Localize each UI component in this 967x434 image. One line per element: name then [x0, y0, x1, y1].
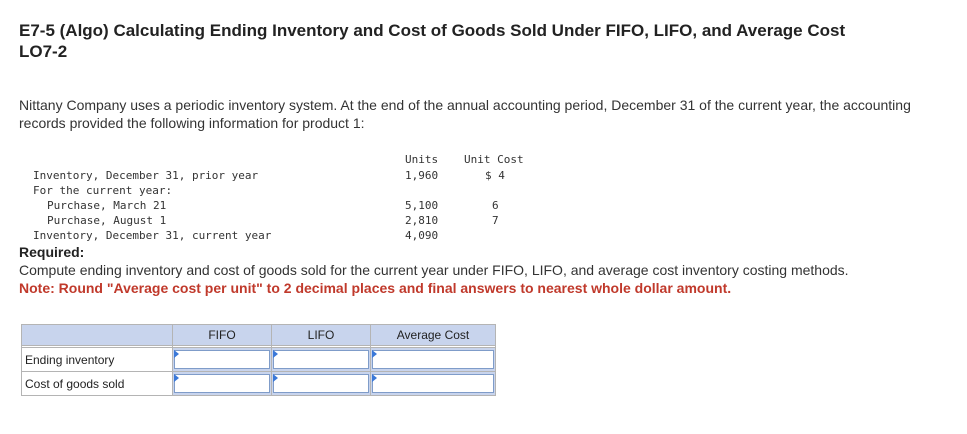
column-header-lifo: LIFO [271, 324, 371, 346]
input-marker-icon [174, 374, 179, 382]
data-row-units: 1,960 [405, 169, 439, 182]
header-blank [21, 324, 173, 346]
cell-cogs-average [370, 371, 496, 396]
cell-cogs-fifo [172, 371, 272, 396]
required-label: Required: [19, 244, 85, 260]
input-marker-icon [372, 374, 377, 382]
input-marker-icon [273, 350, 278, 358]
data-row-units: 2,810 [405, 214, 439, 227]
cell-cogs-lifo [271, 371, 371, 396]
ending-inventory-lifo-input[interactable] [273, 350, 369, 369]
spacer-cell [370, 345, 496, 348]
data-row-units: 4,090 [405, 229, 439, 242]
cogs-fifo-input[interactable] [174, 374, 270, 393]
data-row-label: Inventory, December 31, current year [33, 229, 272, 242]
ending-inventory-fifo-input[interactable] [174, 350, 270, 369]
problem-title-line2: LO7-2 [19, 42, 68, 61]
cogs-average-input[interactable] [372, 374, 494, 393]
cell-ending-inventory-fifo [172, 347, 272, 372]
problem-intro: Nittany Company uses a periodic inventor… [19, 97, 911, 131]
cell-ending-inventory-average [370, 347, 496, 372]
input-marker-icon [174, 350, 179, 358]
data-row-label: Inventory, December 31, prior year [33, 169, 259, 182]
header-units: Units [405, 153, 439, 166]
problem-title: E7-5 (Algo) Calculating Ending Inventory… [19, 20, 954, 62]
input-marker-icon [273, 374, 278, 382]
required-instruction: Compute ending inventory and cost of goo… [19, 262, 849, 278]
rounding-note: Note: Round "Average cost per unit" to 2… [19, 280, 732, 296]
data-row-unit-cost: 6 [492, 199, 499, 212]
data-row-label: For the current year: [33, 184, 173, 197]
problem-title-line1: E7-5 (Algo) Calculating Ending Inventory… [19, 21, 846, 40]
row-label-cost-of-goods-sold: Cost of goods sold [21, 371, 173, 396]
column-header-fifo: FIFO [172, 324, 272, 346]
data-row-label: Purchase, August 1 [47, 214, 167, 227]
ending-inventory-average-input[interactable] [372, 350, 494, 369]
cogs-lifo-input[interactable] [273, 374, 369, 393]
data-row-label: Purchase, March 21 [47, 199, 167, 212]
table-row-cost-of-goods-sold: Cost of goods sold [21, 371, 496, 396]
input-marker-icon [372, 350, 377, 358]
row-label-ending-inventory: Ending inventory [21, 347, 173, 372]
data-row-units: 5,100 [405, 199, 439, 212]
table-row-ending-inventory: Ending inventory [21, 347, 496, 372]
answer-table: FIFO LIFO Average Cost Ending inventory [21, 324, 496, 396]
answer-table-header: FIFO LIFO Average Cost [21, 324, 496, 346]
table-spacer [21, 345, 496, 348]
column-header-average-cost: Average Cost [370, 324, 496, 346]
cell-ending-inventory-lifo [271, 347, 371, 372]
inventory-data-table: Units Unit Cost Inventory, December 31, … [20, 152, 540, 242]
header-unit-cost: Unit Cost [464, 153, 524, 166]
data-row-unit-cost: $ 4 [485, 169, 505, 182]
data-row-unit-cost: 7 [492, 214, 499, 227]
